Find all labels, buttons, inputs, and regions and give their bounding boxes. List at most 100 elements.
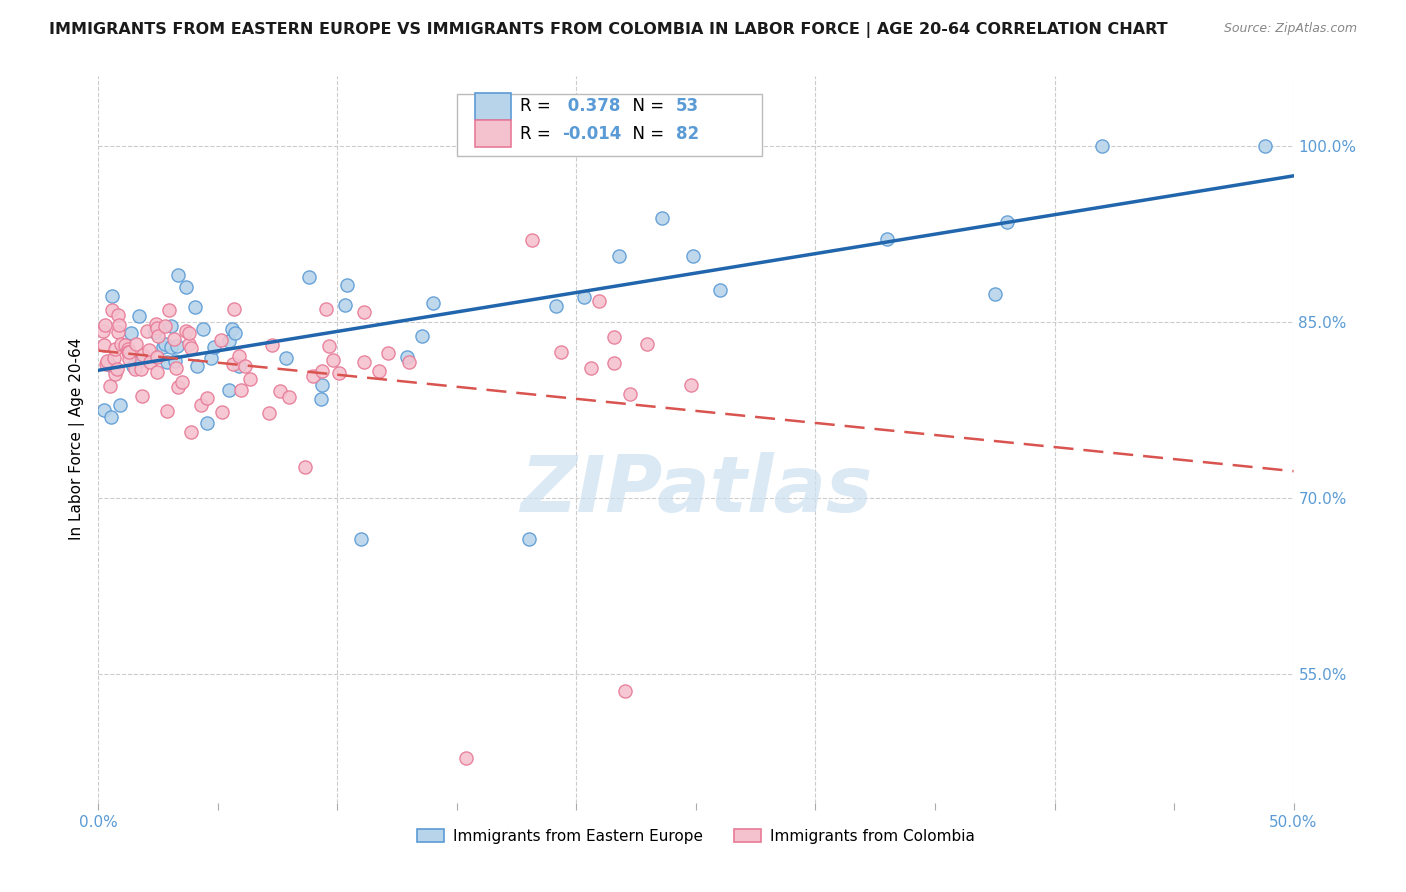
Point (93, 403, 115, 417)
Point (876, 232, 898, 246)
Point (136, 324, 159, 338)
Point (269, 384, 291, 398)
Point (682, 249, 704, 263)
Point (422, 296, 444, 310)
Point (179, 326, 201, 341)
Point (984, 287, 1007, 301)
Point (544, 299, 567, 313)
Point (209, 334, 232, 348)
Point (129, 361, 152, 376)
Point (118, 345, 141, 359)
Point (603, 330, 626, 344)
Point (636, 337, 658, 351)
Point (104, 342, 127, 356)
Point (167, 380, 190, 394)
Point (163, 354, 186, 368)
Point (138, 343, 160, 357)
Point (107, 326, 129, 340)
Text: 53: 53 (676, 97, 699, 115)
Point (257, 406, 280, 420)
Point (218, 334, 240, 348)
Point (607, 249, 630, 263)
Point (108, 398, 131, 412)
Point (322, 353, 344, 368)
Point (377, 346, 399, 360)
Text: N =: N = (621, 125, 669, 143)
Point (153, 336, 176, 351)
Point (619, 387, 641, 401)
Point (368, 364, 391, 378)
Legend: Immigrants from Eastern Europe, Immigrants from Colombia: Immigrants from Eastern Europe, Immigran… (411, 822, 981, 850)
Point (131, 389, 153, 403)
Point (239, 372, 262, 386)
Point (114, 338, 136, 352)
Point (122, 359, 145, 373)
Point (229, 383, 252, 397)
Point (278, 390, 301, 404)
Point (103, 351, 125, 366)
Point (311, 377, 333, 392)
Point (328, 366, 350, 380)
Point (163, 332, 186, 346)
Point (195, 391, 218, 405)
Text: 82: 82 (676, 125, 699, 143)
Point (224, 301, 246, 316)
Point (186, 359, 208, 373)
Point (195, 416, 218, 430)
Text: R =: R = (520, 97, 557, 115)
Point (96, 357, 118, 371)
Point (353, 355, 375, 369)
Point (579, 361, 602, 376)
Point (572, 290, 595, 304)
Text: N =: N = (621, 97, 669, 115)
Point (333, 297, 356, 311)
Point (228, 359, 250, 373)
Point (651, 211, 673, 225)
Text: 0.378: 0.378 (562, 97, 620, 115)
Point (100, 289, 122, 303)
Point (107, 308, 129, 322)
Text: R =: R = (520, 125, 557, 143)
Point (125, 337, 148, 351)
Point (274, 351, 297, 365)
Point (170, 375, 193, 389)
Point (146, 350, 169, 364)
Point (105, 362, 128, 376)
Point (98, 358, 121, 372)
Point (174, 324, 197, 338)
Point (108, 318, 131, 333)
Point (517, 532, 540, 546)
Point (165, 361, 187, 376)
Point (1254, 139, 1277, 153)
Point (411, 329, 433, 343)
Point (152, 340, 174, 354)
Point (398, 354, 420, 368)
Point (124, 361, 146, 376)
Text: -0.014: -0.014 (562, 125, 621, 143)
Point (190, 399, 212, 413)
Point (311, 364, 333, 378)
Point (318, 339, 340, 353)
Point (160, 319, 183, 334)
Point (96, 354, 118, 368)
Point (550, 344, 572, 359)
Point (146, 329, 169, 343)
Point (101, 303, 124, 318)
Point (454, 751, 477, 765)
Point (262, 338, 284, 352)
Text: IMMIGRANTS FROM EASTERN EUROPE VS IMMIGRANTS FROM COLOMBIA IN LABOR FORCE | AGE : IMMIGRANTS FROM EASTERN EUROPE VS IMMIGR… (49, 22, 1168, 38)
FancyBboxPatch shape (475, 93, 510, 120)
Point (179, 337, 201, 351)
Point (117, 342, 139, 356)
Point (120, 326, 142, 341)
Point (174, 280, 197, 294)
Point (353, 305, 375, 319)
Point (995, 215, 1018, 229)
Point (156, 355, 179, 369)
Point (294, 460, 316, 475)
Text: Source: ZipAtlas.com: Source: ZipAtlas.com (1223, 22, 1357, 36)
Point (520, 233, 543, 247)
Point (200, 351, 222, 366)
Point (350, 532, 373, 546)
Point (396, 350, 419, 364)
